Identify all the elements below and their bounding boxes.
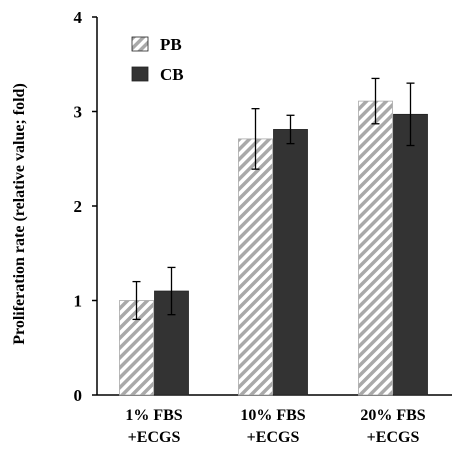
y-tick-label: 3: [74, 103, 83, 122]
bar-cb: [273, 129, 308, 396]
legend-label-pb: PB: [160, 35, 182, 54]
category-label: +ECGS: [367, 429, 420, 446]
legend-label-cb: CB: [160, 65, 184, 84]
y-tick-label: 1: [74, 292, 83, 311]
bar-cb: [393, 113, 428, 396]
labels: 0 1 2 3 4 Proliferation rate (relative value;…: [11, 8, 426, 446]
bars: [119, 100, 428, 396]
bar-pb: [358, 100, 393, 396]
legend-swatch-pb: [131, 36, 149, 52]
category-label: +ECGS: [247, 429, 300, 446]
y-tick-label: 4: [74, 8, 83, 27]
category-label: 20% FBS: [360, 407, 425, 424]
y-tick-label: 0: [74, 386, 83, 405]
category-label: 10% FBS: [240, 407, 305, 424]
legend-swatch-cb: [131, 66, 149, 82]
legend: PB CB: [131, 35, 184, 84]
y-axis-title: Proliferation rate (relative value; fold…: [11, 83, 28, 345]
bar-pb: [238, 138, 273, 396]
y-tick-label: 2: [74, 197, 83, 216]
category-label: 1% FBS: [125, 407, 182, 424]
category-label: +ECGS: [128, 429, 181, 446]
error-bars: [132, 77, 415, 321]
